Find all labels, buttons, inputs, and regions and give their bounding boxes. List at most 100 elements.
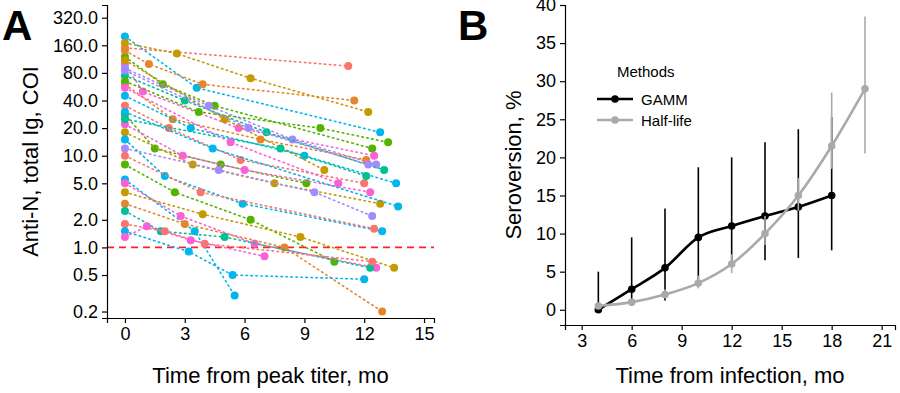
tick: 3 [577, 325, 587, 351]
tick-mark [560, 310, 565, 311]
tick: 15 [772, 325, 792, 351]
point [384, 138, 392, 146]
point [247, 74, 255, 82]
point [828, 192, 836, 200]
legend-marker [611, 95, 619, 103]
point [199, 80, 207, 88]
point [350, 97, 358, 105]
tick: 12 [722, 325, 742, 351]
x-axis-title: Time from peak titer, mo [152, 363, 388, 388]
error-bar [764, 142, 766, 260]
tick: 30 [536, 71, 565, 91]
tick-label: 15 [536, 186, 556, 206]
tick-label: 3 [577, 331, 587, 351]
tick: 40 [536, 0, 565, 15]
point [121, 39, 129, 47]
point [121, 207, 129, 215]
point [595, 302, 603, 310]
tick-label: 35 [536, 33, 556, 53]
point [276, 144, 284, 152]
tick-mark [244, 318, 245, 323]
point [376, 128, 384, 136]
series-line [125, 156, 374, 229]
point [121, 144, 129, 152]
tick-label: 30 [536, 71, 556, 91]
tick-mark [560, 119, 565, 120]
series-line [125, 70, 368, 164]
tick-label: 12 [355, 324, 375, 344]
series-line [125, 43, 368, 112]
tick-mark [102, 18, 107, 19]
tick-mark [102, 220, 107, 221]
tick-mark [185, 318, 186, 323]
x-axis-title: Time from infection, mo [615, 363, 844, 388]
point [316, 124, 324, 132]
panel-label: B [458, 2, 488, 49]
point [121, 188, 129, 196]
tick: 15 [415, 318, 435, 344]
y-axis-line [102, 6, 108, 319]
point [372, 161, 380, 169]
tick: 0 [546, 300, 565, 320]
legend-label: Half-life [641, 112, 692, 129]
panel: A036912150.20.51.02.05.010.020.040.080.0… [2, 2, 435, 388]
tick-label: 5 [546, 262, 556, 282]
error-bar [664, 208, 666, 300]
point [181, 220, 189, 228]
figure: A036912150.20.51.02.05.010.020.040.080.0… [0, 0, 900, 393]
tick-mark [424, 318, 425, 323]
point [861, 85, 869, 93]
tick-label: 10.0 [63, 146, 98, 166]
y-axis: 0510152025303540 [536, 0, 566, 325]
tick-label: 15 [415, 324, 435, 344]
point [121, 115, 129, 123]
point [378, 308, 386, 316]
tick-mark [364, 318, 365, 323]
y-axis-line [560, 6, 566, 326]
tick-label: 6 [627, 331, 637, 351]
point [121, 220, 129, 228]
tick: 0 [120, 318, 130, 344]
point [362, 172, 370, 180]
tick: 0.5 [73, 265, 107, 285]
series-line [598, 89, 865, 306]
point [334, 179, 342, 187]
point [171, 188, 179, 196]
tick: 9 [677, 325, 687, 351]
tick-mark [102, 275, 107, 276]
tick-mark [682, 325, 683, 330]
point [199, 210, 207, 218]
tick-label: 160.0 [53, 36, 98, 56]
tick-mark [632, 325, 633, 330]
point [121, 200, 129, 208]
point [320, 166, 328, 174]
point [121, 161, 129, 169]
point [121, 136, 129, 144]
point [209, 144, 217, 152]
point [378, 227, 386, 235]
error-bar [631, 237, 633, 306]
point [360, 179, 368, 187]
point [728, 260, 736, 268]
tick-mark [732, 325, 733, 330]
y-axis-title: Anti-N, total Ig, COI [18, 66, 43, 257]
tick: 18 [822, 325, 842, 351]
tick-mark [832, 325, 833, 330]
point [828, 142, 836, 150]
point [231, 291, 239, 299]
x-axis: 36912151821 [566, 325, 896, 351]
tick: 5 [546, 262, 565, 282]
tick-label: 20.0 [63, 118, 98, 138]
tick-mark [102, 128, 107, 129]
series-line [125, 112, 398, 206]
tick-label: 0 [546, 300, 556, 320]
point [368, 212, 376, 220]
tick-label: 10 [536, 224, 556, 244]
point [121, 179, 129, 187]
series-line [125, 165, 334, 262]
point [185, 248, 193, 256]
tick: 15 [536, 186, 565, 206]
series-line [598, 195, 831, 309]
tick: 5.0 [73, 174, 107, 194]
point [121, 92, 129, 100]
